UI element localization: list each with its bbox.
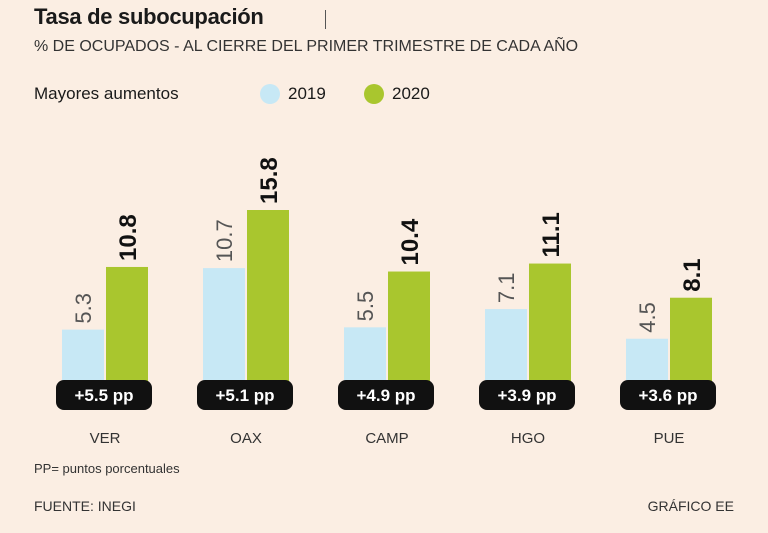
category-label-pue: PUE <box>654 430 685 447</box>
bar-2020-ver <box>106 266 148 390</box>
diff-badge-label-ver: +5.5 pp <box>74 386 133 405</box>
category-label-oax: OAX <box>230 430 262 447</box>
chart-title: Tasa de subocupación <box>34 4 264 29</box>
source-note: FUENTE: INEGI <box>34 498 136 514</box>
category-label-camp: CAMP <box>365 430 408 447</box>
bar-2019-camp <box>344 327 386 390</box>
diff-badge-label-oax: +5.1 pp <box>215 386 274 405</box>
value-label-2020-ver: 10.8 <box>115 214 142 261</box>
bar-2019-ver <box>62 329 104 390</box>
graphic-credit: GRÁFICO EE <box>647 498 734 514</box>
title-divider <box>325 10 326 29</box>
diff-badge-hgo <box>479 380 575 410</box>
legend-label-2020: 2020 <box>392 84 430 103</box>
diff-badge-ver <box>56 380 152 410</box>
value-label-2020-oax: 15.8 <box>256 157 283 204</box>
value-label-2019-camp: 5.5 <box>353 291 378 322</box>
value-label-2019-oax: 10.7 <box>212 219 237 262</box>
bar-2019-oax <box>203 268 245 390</box>
diff-badge-label-camp: +4.9 pp <box>356 386 415 405</box>
diff-badge-pue <box>620 380 716 410</box>
legend-swatch-2019 <box>260 84 280 104</box>
section-label: Mayores aumentos <box>34 84 179 103</box>
legend-item-2020: 2020 <box>364 84 430 104</box>
bar-2019-hgo <box>485 309 527 390</box>
legend-item-2019: 2019 <box>260 84 326 104</box>
diff-badge-label-pue: +3.6 pp <box>638 386 697 405</box>
chart-subtitle: % DE OCUPADOS - AL CIERRE DEL PRIMER TRI… <box>34 38 579 55</box>
diff-badge-oax <box>197 380 293 410</box>
value-label-2019-ver: 5.3 <box>71 293 96 324</box>
diff-badge-camp <box>338 380 434 410</box>
value-label-2020-camp: 10.4 <box>397 218 424 265</box>
legend-label-2019: 2019 <box>288 84 326 103</box>
bar-2020-camp <box>388 271 430 390</box>
legend-swatch-2020 <box>364 84 384 104</box>
category-label-ver: VER <box>90 430 121 447</box>
diff-badge-label-hgo: +3.9 pp <box>497 386 556 405</box>
value-label-2019-hgo: 7.1 <box>494 273 519 304</box>
bar-2020-hgo <box>529 263 571 390</box>
value-label-2020-pue: 8.1 <box>679 258 706 291</box>
category-label-hgo: HGO <box>511 430 545 447</box>
bar-2020-oax <box>247 210 289 390</box>
bar-2020-pue <box>670 297 712 390</box>
value-label-2019-pue: 4.5 <box>635 302 660 333</box>
value-label-2020-hgo: 11.1 <box>538 212 565 257</box>
footnote: PP= puntos porcentuales <box>34 461 180 476</box>
